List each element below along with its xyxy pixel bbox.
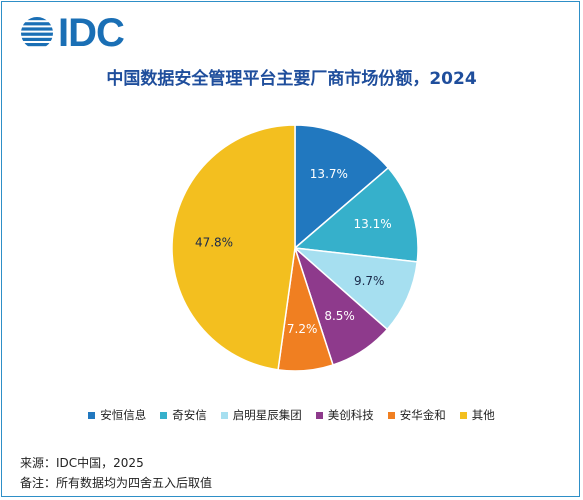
chart-legend: 安恒信息 奇安信 启明星辰集团 美创科技 安华金和 其他 — [0, 407, 583, 423]
legend-item-3: 美创科技 — [315, 407, 374, 423]
logo-text: IDC — [58, 11, 125, 55]
pie-slice-2 — [292, 246, 419, 331]
legend-item-5: 其他 — [459, 407, 495, 423]
slice-label-0: 13.7% — [310, 167, 348, 181]
pie-slice-0 — [294, 124, 390, 250]
legend-swatch-2 — [220, 411, 228, 419]
chart-title: 中国数据安全管理平台主要厂商市场份额，2024 — [106, 69, 477, 89]
slice-label-2: 9.7% — [354, 274, 385, 288]
legend-swatch-3 — [315, 411, 323, 419]
legend-item-2: 启明星辰集团 — [220, 407, 302, 423]
legend-swatch-5 — [459, 411, 467, 419]
pie-slice-1 — [293, 166, 419, 263]
source-text: 来源：IDC中国，2025 — [20, 456, 144, 470]
legend-label-4: 安华金和 — [399, 408, 446, 422]
legend-swatch-0 — [88, 411, 96, 419]
globe-icon — [21, 17, 53, 47]
pie-slice-5 — [171, 124, 296, 371]
idc-logo: IDC — [20, 11, 125, 55]
legend-item-1: 奇安信 — [160, 407, 207, 423]
legend-swatch-4 — [387, 411, 395, 419]
legend-label-5: 其他 — [471, 408, 495, 422]
legend-label-1: 奇安信 — [172, 408, 207, 422]
slice-label-4: 7.2% — [287, 322, 318, 336]
legend-item-4: 安华金和 — [387, 407, 446, 423]
slice-label-5: 47.8% — [195, 235, 233, 249]
legend-item-0: 安恒信息 — [88, 407, 146, 423]
legend-label-0: 安恒信息 — [100, 408, 147, 422]
legend-label-2: 启明星辰集团 — [232, 408, 302, 422]
legend-swatch-1 — [160, 411, 168, 419]
note-text: 备注：所有数据均为四舍五入后取值 — [20, 476, 213, 490]
legend-label-3: 美创科技 — [327, 408, 374, 422]
slice-label-3: 8.5% — [324, 309, 355, 323]
slice-label-1: 13.1% — [354, 217, 392, 231]
